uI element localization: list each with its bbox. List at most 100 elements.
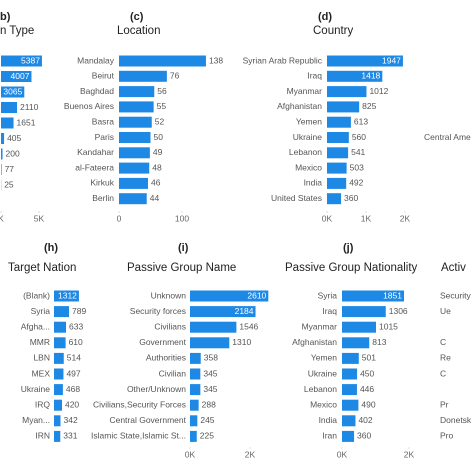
panel-tag: (d) <box>318 11 332 23</box>
value-label: 789 <box>72 306 86 316</box>
bar <box>119 132 151 143</box>
value-label: 50 <box>154 132 164 142</box>
value-label: 345 <box>203 368 217 378</box>
category-label: Kandahar <box>77 147 114 157</box>
panel-tag: (c) <box>130 11 144 23</box>
bar <box>190 321 237 333</box>
bar <box>190 430 197 442</box>
category-label: Beirut <box>92 71 115 81</box>
bar <box>190 384 201 396</box>
category-label: Iraq <box>307 71 322 81</box>
bar <box>54 290 79 302</box>
bar <box>342 290 405 302</box>
category-label: Yemen <box>296 116 322 126</box>
bar <box>54 337 66 349</box>
x-tick-label: 2K <box>404 449 415 459</box>
value-label: 446 <box>360 384 374 394</box>
bar <box>54 368 64 380</box>
value-label: 813 <box>372 337 386 347</box>
category-label: Lebanon <box>304 384 337 394</box>
value-label: 560 <box>352 132 366 142</box>
category-label: Berlin <box>92 193 114 203</box>
bar <box>54 352 64 364</box>
panel-title: Target Nation <box>8 262 76 274</box>
value-label: 1306 <box>389 306 408 316</box>
x-tick-label: 100 <box>175 213 189 223</box>
category-label: Security <box>440 290 471 300</box>
value-label: 1015 <box>379 321 398 331</box>
value-label: 225 <box>200 431 214 441</box>
bar <box>327 147 349 159</box>
value-label: 342 <box>63 415 77 425</box>
bar <box>190 352 201 364</box>
bar <box>119 147 150 159</box>
category-label: Myanmar <box>302 321 338 331</box>
value-label: 358 <box>204 353 218 363</box>
value-label: 633 <box>69 321 83 331</box>
bar <box>327 162 347 174</box>
value-label: 360 <box>357 431 371 441</box>
value-label: 2110 <box>20 102 39 112</box>
value-label: 138 <box>209 55 223 65</box>
category-label: Baghdad <box>80 86 114 96</box>
x-tick-label: 0K <box>322 213 333 223</box>
category-label: Mexico <box>295 162 322 172</box>
category-label: Kirkuk <box>90 178 114 188</box>
bar <box>342 321 377 333</box>
value-label: 1012 <box>369 86 388 96</box>
bar <box>1 102 18 113</box>
value-label: 25 <box>4 179 14 189</box>
panel-title: Activ <box>441 262 466 274</box>
value-label: 1651 <box>17 117 36 127</box>
category-label: Unknown <box>151 290 187 300</box>
category-label: Afghanistan <box>277 101 322 111</box>
category-label: India <box>319 415 338 425</box>
bar <box>1 164 2 175</box>
x-tick-label: 2K <box>245 449 256 459</box>
bar <box>342 384 357 396</box>
panel-title: n Type <box>0 25 34 37</box>
bar <box>190 368 201 380</box>
bar <box>54 399 62 411</box>
category-label: C <box>440 368 446 378</box>
bar <box>119 177 148 189</box>
value-label: 3065 <box>3 86 22 96</box>
x-tick-label: 2K <box>400 213 411 223</box>
bar <box>119 116 152 128</box>
x-tick-label: 0K <box>337 449 348 459</box>
bar <box>1 86 25 98</box>
value-label: 501 <box>362 353 376 363</box>
value-label: 48 <box>152 162 162 172</box>
x-tick-label: K <box>0 213 4 223</box>
value-label: 52 <box>155 116 165 126</box>
bar <box>342 337 370 349</box>
category-label: Donetsk <box>440 415 472 425</box>
value-label: 825 <box>362 101 376 111</box>
value-label: 360 <box>344 193 358 203</box>
value-label: 46 <box>151 178 161 188</box>
x-tick-label: 5K <box>34 213 45 223</box>
category-label: Syria <box>31 306 51 316</box>
bar <box>190 337 230 349</box>
bar <box>190 306 256 318</box>
category-label: LBN <box>33 353 50 363</box>
category-label: Pro <box>440 431 454 441</box>
category-label: Syrian Arab Republic <box>243 55 323 65</box>
value-label: 613 <box>354 116 368 126</box>
bar <box>119 101 154 113</box>
category-label: Authorities <box>146 353 186 363</box>
bar <box>1 55 42 67</box>
category-label: MMR <box>30 337 50 347</box>
value-label: 420 <box>65 399 79 409</box>
bar <box>342 399 359 411</box>
bar <box>327 55 403 67</box>
bar <box>54 306 69 318</box>
bar <box>342 415 356 427</box>
value-label: 56 <box>157 86 167 96</box>
category-label: Paris <box>95 132 114 142</box>
bar <box>327 193 342 205</box>
bar <box>1 71 32 82</box>
panel-title: Country <box>313 25 354 37</box>
category-label: Buenos Aires <box>64 101 114 111</box>
